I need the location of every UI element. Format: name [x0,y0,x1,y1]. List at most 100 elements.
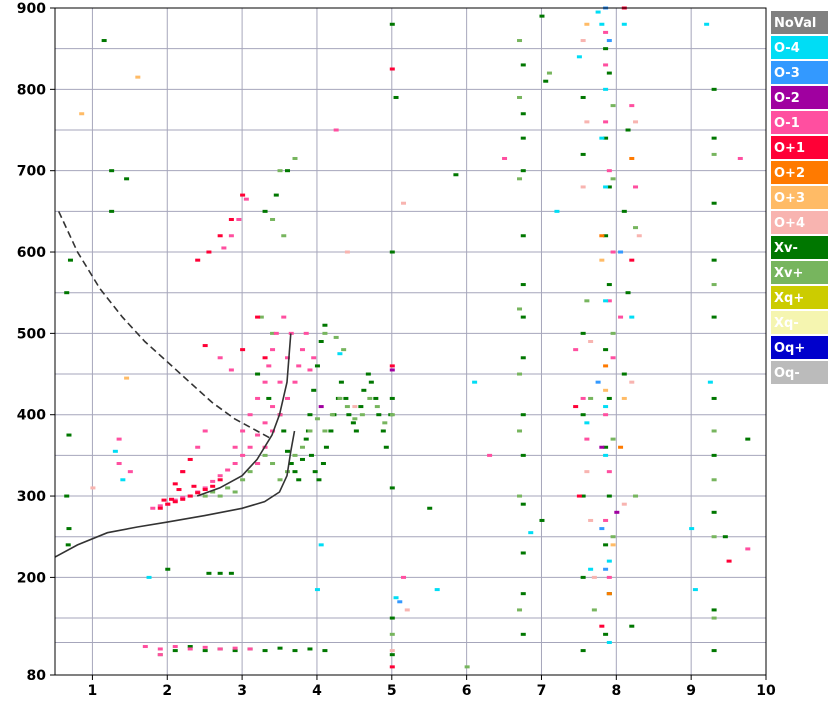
point-xv [308,453,314,457]
point-xv [292,453,298,457]
point-o4 [588,567,594,571]
point-o3 [135,75,141,79]
point-xv [270,217,276,221]
point-xv [606,283,612,287]
point-xv [606,396,612,400]
y-tick-label: 80 [27,668,47,684]
point-xv [285,169,291,173]
point-xv [520,356,526,360]
legend-label: Xv- [774,241,798,256]
point-xv [344,405,350,409]
point-o4 [599,136,605,140]
point-xv [546,71,552,75]
point-o4 [621,22,627,26]
point-o3 [606,39,612,43]
point-o1 [299,348,305,352]
point-xv [711,429,717,433]
point-xv [520,283,526,287]
point-xv [603,234,609,238]
point-xv [352,417,358,421]
point-xv [520,136,526,140]
point-o1 [247,445,253,449]
point-xv [621,372,627,376]
legend-swatch [771,236,828,259]
point-o4 [318,543,324,547]
point-o2 [618,445,624,449]
point-o1 [262,356,268,360]
point-xv [65,543,71,547]
legend-swatch [771,361,828,384]
point-xv [277,646,283,650]
point-xv [292,470,298,474]
point-o1 [389,665,395,669]
point-xv [520,632,526,636]
point-o3 [599,258,605,262]
x-tick-label: 8 [611,683,621,699]
legend-label: O-4 [774,41,800,56]
point-o1 [195,258,201,262]
point-o1 [606,575,612,579]
point-o4 [434,588,440,592]
point-xv [380,429,386,433]
point-xv [322,429,328,433]
point-xv [307,429,313,433]
point-o1 [180,497,186,501]
point-xv [66,527,72,531]
legend-label: Oq+ [774,341,805,356]
point-o1 [270,429,276,433]
point-o4 [603,453,609,457]
point-xv [365,372,371,376]
legend-label: Xq- [774,316,799,331]
point-xv [358,405,364,409]
point-o4 [603,185,609,189]
point-o2 [599,234,605,238]
point-o1 [240,453,246,457]
point-o2 [629,156,635,160]
point-o4 [621,502,627,506]
point-xv [520,112,526,116]
point-xv [316,478,322,482]
point-o4 [588,518,594,522]
point-o4 [704,22,710,26]
point-o1 [296,364,302,368]
point-o4 [606,559,612,563]
point-xv [711,87,717,91]
point-xv [312,470,318,474]
point-o3 [599,527,605,531]
point-o4 [404,608,410,612]
point-xv [520,592,526,596]
point-xv [711,535,717,539]
point-xv [303,437,309,441]
point-xv [314,417,320,421]
point-xv [329,413,335,417]
point-o1 [610,250,616,254]
point-xv [361,388,367,392]
point-o1 [270,348,276,352]
point-o3 [603,388,609,392]
point-o1 [603,30,609,34]
point-xv [517,494,523,498]
point-o1 [157,504,163,508]
point-xv [711,453,717,457]
point-xv [307,647,313,651]
point-o1 [169,497,175,501]
legend-swatch [771,311,828,334]
point-xv [320,462,326,466]
point-o1 [157,506,163,510]
point-o1 [389,67,395,71]
point-xv [711,315,717,319]
x-tick-label: 9 [686,683,696,699]
point-xv [374,405,380,409]
legend-swatch [771,161,828,184]
x-tick-label: 5 [387,683,397,699]
point-o1 [210,479,216,483]
y-tick-label: 200 [17,570,46,586]
point-xv [711,283,717,287]
point-o1 [603,63,609,67]
point-o1 [157,647,163,651]
point-xv [453,173,459,177]
legend-swatch [771,211,828,234]
grid-lines [55,8,766,675]
point-xv [389,616,395,620]
point-xv [389,486,395,490]
